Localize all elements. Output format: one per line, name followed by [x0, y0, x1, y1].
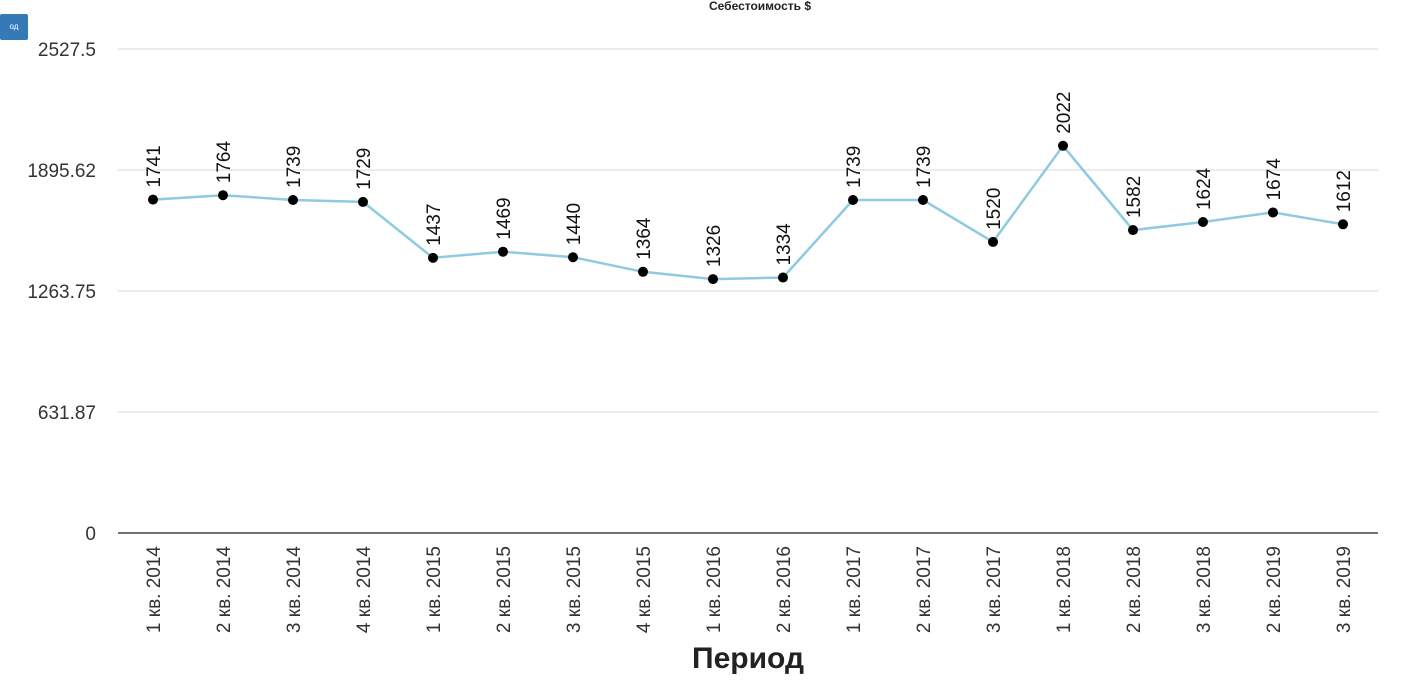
series-line-layer	[152, 144, 1344, 281]
data-point[interactable]	[1128, 225, 1138, 236]
data-point[interactable]	[218, 190, 228, 201]
x-tick-label: 3 кв. 2014	[284, 546, 305, 634]
x-tick-label: 1 кв. 2015	[424, 546, 445, 633]
data-point[interactable]	[638, 266, 648, 277]
x-tick-label: 2 кв. 2014	[214, 546, 235, 634]
data-label: 1437	[424, 204, 445, 246]
data-label: 1624	[1194, 167, 1215, 210]
x-tick-label: 4 кв. 2015	[634, 546, 655, 633]
x-tick-label: 2 кв. 2019	[1264, 546, 1285, 633]
y-tick-label: 1263.75	[27, 282, 96, 303]
x-tick-label: 2 кв. 2016	[774, 546, 795, 633]
data-point[interactable]	[1058, 140, 1068, 151]
data-label: 1741	[144, 145, 165, 187]
y-tick-label: 0	[85, 524, 96, 545]
x-tick-label: 3 кв. 2017	[984, 546, 1005, 633]
x-tick-label: 1 кв. 2017	[844, 546, 865, 633]
x-tick-label: 1 кв. 2016	[704, 546, 725, 633]
data-label: 1674	[1264, 158, 1285, 201]
data-point[interactable]	[848, 194, 858, 205]
y-axis-tick-labels: 2527.5 1895.62 1263.75 631.87 0	[27, 40, 96, 545]
data-label: 1334	[774, 223, 795, 266]
x-tick-label: 2 кв. 2017	[914, 546, 935, 633]
corner-button[interactable]: од	[0, 14, 28, 40]
y-tick-label: 631.87	[38, 403, 96, 424]
series-line	[152, 144, 1344, 281]
gridlines	[118, 48, 1378, 413]
data-point[interactable]	[1338, 219, 1348, 230]
data-point[interactable]	[428, 252, 438, 263]
data-point[interactable]	[288, 194, 298, 205]
data-point[interactable]	[1268, 207, 1278, 218]
data-label: 1520	[984, 188, 1005, 230]
y-tick-label: 1895.62	[27, 161, 96, 182]
data-points	[148, 140, 1348, 285]
x-tick-label: 3 кв. 2018	[1194, 546, 1215, 633]
data-label: 1739	[914, 146, 935, 188]
data-label: 2022	[1054, 92, 1075, 134]
data-point[interactable]	[778, 272, 788, 283]
y-tick-label: 2527.5	[38, 40, 96, 61]
x-tick-label: 1 кв. 2018	[1054, 546, 1075, 633]
data-point[interactable]	[988, 236, 998, 247]
x-axis-title: Период	[692, 642, 804, 675]
data-labels: 1741 1764 1739 1729 1437 1469 1440 1364 1326 1334…	[144, 92, 1355, 268]
chart-title: Себестоимость $	[709, 0, 811, 13]
x-tick-label: 1 кв. 2014	[144, 546, 165, 634]
x-tick-label: 3 кв. 2015	[564, 546, 585, 633]
data-point[interactable]	[708, 274, 718, 285]
data-label: 1364	[634, 217, 655, 260]
data-label: 1612	[1334, 170, 1355, 212]
data-label: 1764	[214, 141, 235, 184]
data-point[interactable]	[148, 194, 158, 205]
data-point[interactable]	[498, 246, 508, 257]
x-tick-label: 2 кв. 2015	[494, 546, 515, 633]
data-point[interactable]	[358, 196, 368, 207]
x-tick-label: 2 кв. 2018	[1124, 546, 1145, 633]
data-point[interactable]	[918, 194, 928, 205]
data-label: 1440	[564, 203, 585, 245]
data-label: 1729	[354, 148, 375, 190]
data-label: 1739	[844, 146, 865, 188]
data-label: 1469	[494, 197, 515, 239]
x-tick-label: 4 кв. 2014	[354, 546, 375, 634]
x-axis-tick-labels: 1 кв. 2014 2 кв. 2014 3 кв. 2014 4 кв. 2014…	[144, 546, 1355, 634]
data-point[interactable]	[568, 252, 578, 263]
x-tick-label: 3 кв. 2019	[1334, 546, 1355, 633]
data-label: 1582	[1124, 176, 1145, 218]
data-point[interactable]	[1198, 217, 1208, 228]
data-label: 1326	[704, 225, 725, 267]
data-label: 1739	[284, 146, 305, 188]
